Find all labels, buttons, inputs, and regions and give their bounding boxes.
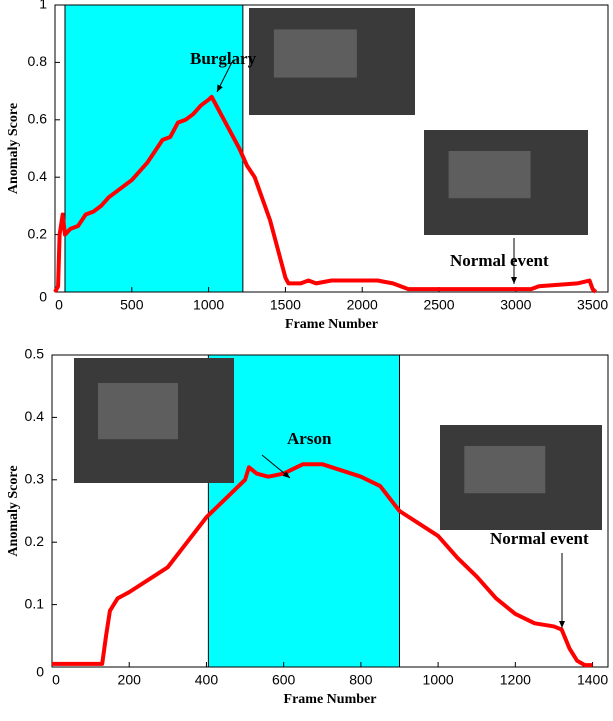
video-frame-detail (273, 29, 357, 78)
y-axis-label: Anomaly Score (6, 465, 21, 556)
y-axis-label: Anomaly Score (6, 103, 21, 194)
video-frame-detail (464, 446, 546, 494)
annotation: Burglary (190, 49, 257, 68)
annotation-arrow (261, 454, 291, 479)
x-tick-label: 3500 (577, 297, 608, 313)
x-tick-label: 1500 (270, 297, 301, 313)
plot-frame (51, 354, 609, 668)
plot-frame (54, 4, 609, 293)
annotation: Normal event (450, 251, 549, 270)
x-tick-label: 400 (195, 672, 219, 688)
x-tick-label: 800 (349, 672, 373, 688)
x-tick-label: 1000 (423, 672, 454, 688)
y-tick-label: 0.2 (28, 225, 48, 241)
y-tick-label: 0 (36, 664, 44, 680)
y-tick-label: 0.3 (25, 471, 45, 487)
x-tick-label: 2000 (347, 297, 378, 313)
y-tick-label: 0.5 (25, 346, 45, 362)
x-axis-label: Frame Number (285, 317, 378, 332)
x-tick-label: 600 (272, 672, 296, 688)
annotation-arrow (216, 61, 233, 93)
y-tick-label: 0.1 (25, 595, 45, 611)
x-tick-label: 0 (55, 297, 63, 313)
data-line (52, 462, 593, 668)
y-tick-label: 1 (39, 0, 47, 12)
x-tick-label: 1400 (577, 672, 608, 688)
video-frame-detail (98, 383, 178, 440)
y-tick-label: 0 (39, 289, 47, 305)
highlight-region (207, 354, 400, 668)
video-frame-detail (448, 151, 531, 199)
x-tick-label: 200 (118, 672, 142, 688)
data-line (53, 94, 598, 294)
x-tick-label: 1200 (500, 672, 531, 688)
y-tick-label: 0.4 (25, 408, 45, 424)
y-tick-label: 0.8 (28, 53, 48, 69)
y-tick-label: 0.2 (25, 533, 45, 549)
x-tick-label: 1000 (193, 297, 224, 313)
x-tick-label: 0 (52, 672, 60, 688)
x-axis-label: Frame Number (284, 692, 377, 707)
annotation: Arson (287, 429, 332, 448)
annotation: Normal event (490, 529, 589, 548)
x-tick-label: 2500 (423, 297, 454, 313)
y-tick-label: 0.6 (28, 111, 48, 127)
highlight-region (64, 4, 244, 293)
x-tick-label: 3000 (500, 297, 531, 313)
y-tick-label: 0.4 (28, 168, 48, 184)
x-tick-label: 500 (120, 297, 144, 313)
